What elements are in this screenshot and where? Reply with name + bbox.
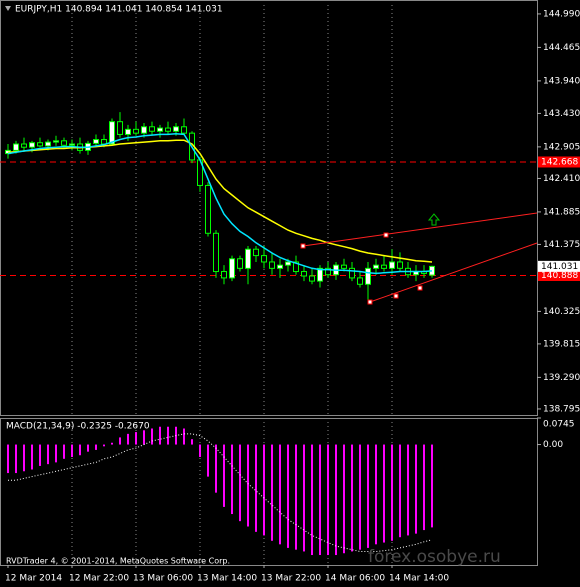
y-tick-label: 141.375 — [543, 240, 580, 250]
signal-line — [8, 433, 433, 552]
y-tick-label: 139.290 — [543, 373, 580, 383]
candle-body — [205, 184, 211, 234]
candle-body — [109, 121, 115, 145]
candle-body — [349, 267, 355, 279]
candle-body — [149, 126, 155, 132]
symbol-icon — [5, 6, 11, 11]
candle-body — [293, 261, 299, 273]
level-label-box — [538, 156, 580, 168]
y-tick-label: 141.885 — [543, 207, 580, 217]
last-price-box — [538, 260, 580, 272]
trend-anchor — [367, 299, 373, 305]
y-tick-label: 139.815 — [543, 339, 580, 349]
candle-body — [365, 267, 371, 285]
candle-body — [309, 275, 315, 282]
candle-body — [317, 267, 323, 282]
trend-anchor — [393, 293, 399, 299]
y-tick-label: 142.905 — [543, 142, 580, 152]
y-tick-label: 142.410 — [543, 174, 580, 184]
candle-body — [21, 143, 27, 148]
candle-body — [133, 128, 139, 134]
candle-body — [253, 248, 259, 257]
candle-body — [117, 121, 123, 135]
candle-body — [325, 267, 331, 276]
y-tick-label: 140.325 — [543, 307, 580, 317]
x-tick-label: 13 Mar 14:00 — [197, 574, 257, 584]
candle-body — [213, 232, 219, 273]
y-tick-label: 143.940 — [543, 76, 580, 86]
candle-body — [157, 127, 163, 132]
candle-body — [373, 264, 379, 269]
candle-body — [301, 271, 307, 277]
indicator-panel-frame — [0, 418, 538, 566]
y2-tick-label: 0.00 — [543, 440, 563, 450]
candle-body — [29, 142, 35, 148]
candle-body — [181, 126, 187, 134]
x-tick-label: 13 Mar 22:00 — [261, 574, 321, 584]
candle-body — [45, 141, 51, 147]
level-label: 142.668 — [541, 157, 578, 167]
trend-line — [369, 242, 538, 303]
moving-average — [7, 133, 433, 275]
candle-body — [53, 140, 59, 143]
candle-body — [141, 126, 147, 134]
y-tick-label: 144.465 — [543, 43, 580, 53]
x-tick-label: 12 Mar 2014 — [5, 574, 62, 584]
level-label-box — [538, 269, 580, 281]
candle-body — [165, 127, 171, 132]
trend-anchor — [417, 285, 423, 291]
trend-anchor — [300, 243, 306, 249]
candle-body — [13, 143, 19, 151]
candle-body — [285, 261, 291, 266]
candle-body — [37, 142, 43, 147]
trend-anchor — [383, 232, 389, 238]
level-label: 140.888 — [541, 271, 578, 281]
trend-line — [302, 212, 538, 247]
watermark: forex.osobye.ru — [368, 547, 501, 567]
y-tick-label: 143.430 — [543, 109, 580, 119]
candle-body — [237, 258, 243, 269]
plot — [5, 112, 435, 556]
candle-body — [229, 258, 235, 279]
candle-body — [93, 139, 99, 144]
candle-body — [269, 261, 275, 269]
candle-body — [173, 126, 179, 132]
copyright: RVDTrader 4, © 2001-2014, MetaQuotes Sof… — [6, 557, 230, 566]
candle-body — [277, 264, 283, 269]
candle-body — [389, 261, 395, 269]
chart-title: EURJPY,H1 140.894 141.041 140.854 141.03… — [15, 5, 223, 15]
plot-layers — [0, 5, 537, 565]
candle-body — [125, 128, 131, 135]
y-tick-label: 138.795 — [543, 404, 580, 414]
main-panel-frame — [0, 0, 538, 416]
x-tick-label: 14 Mar 14:00 — [389, 574, 449, 584]
candle-body — [261, 255, 267, 263]
candle-body — [357, 277, 363, 285]
indicator-title: MACD(21,34,9) -0.2325 -0.2670 — [6, 422, 150, 432]
x-tick-label: 12 Mar 22:00 — [69, 574, 129, 584]
x-tick-label: 14 Mar 06:00 — [325, 574, 385, 584]
candle-body — [221, 271, 227, 279]
candle-body — [341, 264, 347, 269]
y-tick-label: 144.990 — [543, 9, 580, 19]
buy-arrow — [427, 213, 441, 226]
last-price-label: 141.031 — [541, 262, 578, 272]
candle-body — [245, 248, 251, 269]
candle-body — [69, 143, 75, 146]
candle-body — [61, 140, 67, 146]
y2-tick-label: 0.0745 — [543, 420, 575, 430]
candle-body — [397, 261, 403, 269]
candle-body — [381, 264, 387, 269]
x-tick-label: 13 Mar 06:00 — [133, 574, 193, 584]
